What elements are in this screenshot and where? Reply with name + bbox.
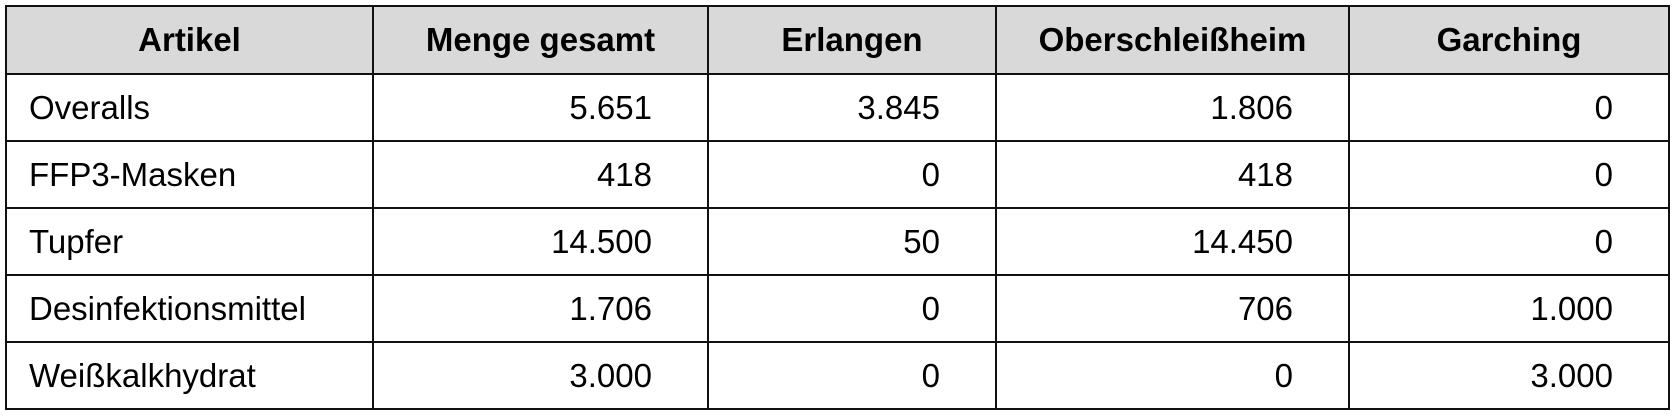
table-row: Tupfer 14.500 50 14.450 0 bbox=[5, 207, 1670, 276]
quantity-cell: 3.000 bbox=[1348, 341, 1670, 410]
quantity-cell: 3.845 bbox=[707, 73, 997, 142]
quantity-cell: 1.806 bbox=[995, 73, 1350, 142]
quantity-cell: 5.651 bbox=[372, 73, 709, 142]
quantity-cell: 14.450 bbox=[995, 207, 1350, 276]
inventory-table: Artikel Menge gesamt Erlangen Oberschleißhe… bbox=[5, 5, 1670, 410]
quantity-cell: 418 bbox=[372, 140, 709, 209]
header-cell: Erlangen bbox=[707, 5, 997, 75]
item-cell: Weißkalkhydrat bbox=[5, 341, 374, 410]
table-body: Overalls 5.651 3.845 1.806 0 FFP3-Masken 418 0 4… bbox=[5, 73, 1670, 410]
quantity-cell: 418 bbox=[995, 140, 1350, 209]
header-cell: Artikel bbox=[5, 5, 374, 75]
quantity-cell: 0 bbox=[995, 341, 1350, 410]
quantity-cell: 0 bbox=[707, 341, 997, 410]
header-cell: Oberschleißheim bbox=[995, 5, 1350, 75]
item-cell: Desinfektionsmittel bbox=[5, 274, 374, 343]
table-row: Overalls 5.651 3.845 1.806 0 bbox=[5, 73, 1670, 142]
item-cell: FFP3-Masken bbox=[5, 140, 374, 209]
quantity-cell: 0 bbox=[1348, 140, 1670, 209]
quantity-cell: 0 bbox=[1348, 73, 1670, 142]
table-row: Desinfektionsmittel 1.706 0 706 1.000 bbox=[5, 274, 1670, 343]
item-cell: Overalls bbox=[5, 73, 374, 142]
quantity-cell: 706 bbox=[995, 274, 1350, 343]
header-row: Artikel Menge gesamt Erlangen Oberschleißhe… bbox=[5, 5, 1670, 75]
table-row: Weißkalkhydrat 3.000 0 0 3.000 bbox=[5, 341, 1670, 410]
quantity-cell: 3.000 bbox=[372, 341, 709, 410]
quantity-cell: 1.706 bbox=[372, 274, 709, 343]
quantity-cell: 50 bbox=[707, 207, 997, 276]
item-cell: Tupfer bbox=[5, 207, 374, 276]
header-cell: Garching bbox=[1348, 5, 1670, 75]
table-row: FFP3-Masken 418 0 418 0 bbox=[5, 140, 1670, 209]
quantity-cell: 0 bbox=[1348, 207, 1670, 276]
quantity-cell: 0 bbox=[707, 274, 997, 343]
quantity-cell: 14.500 bbox=[372, 207, 709, 276]
quantity-cell: 1.000 bbox=[1348, 274, 1670, 343]
header-cell: Menge gesamt bbox=[372, 5, 709, 75]
quantity-cell: 0 bbox=[707, 140, 997, 209]
